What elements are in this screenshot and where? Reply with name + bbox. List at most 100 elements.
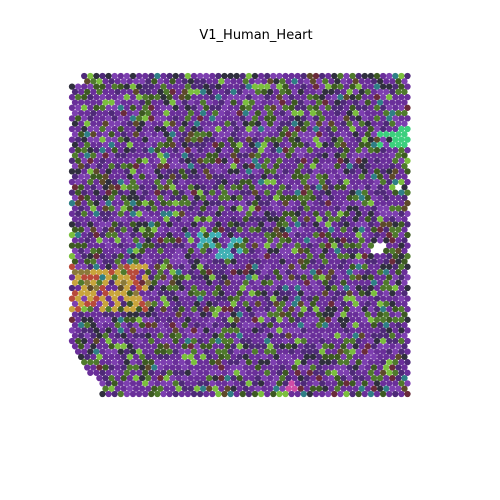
tissue-spot [242,279,249,286]
tissue-spot [309,258,317,265]
tissue-spot [398,210,405,217]
tissue-spot [154,221,161,228]
tissue-spot [401,78,408,85]
tissue-spot [93,200,100,207]
tissue-spot [108,343,115,350]
tissue-spot [361,178,368,186]
tissue-spot [218,247,225,255]
tissue-spot [392,231,399,239]
tissue-spot [306,72,314,80]
tissue-spot [383,311,390,318]
tissue-spot [99,327,106,334]
tissue-spot [154,253,161,260]
tissue-spot [239,178,246,186]
tissue-spot [355,284,362,292]
tissue-spot [99,115,106,122]
tissue-spot [227,369,234,376]
tissue-spot [199,279,207,286]
tissue-spot [276,189,283,196]
tissue-spot [279,205,286,212]
tissue-spot [346,173,353,180]
tissue-spot [322,162,329,170]
tissue-spot [184,125,192,133]
tissue-spot [288,221,295,228]
tissue-spot [328,343,335,350]
tissue-spot [312,284,320,292]
tissue-spot [102,141,109,149]
tissue-spot [254,290,262,297]
tissue-spot [364,279,372,286]
tissue-spot [236,364,243,371]
tissue-spot [315,173,323,180]
tissue-spot [395,88,402,96]
tissue-spot [260,173,268,180]
tissue-spot [206,120,213,127]
tissue-spot [379,136,387,143]
tissue-spot [242,88,249,96]
tissue-spot [309,279,317,286]
tissue-spot [404,157,411,164]
tissue-spot [193,88,201,96]
tissue-spot [126,205,134,212]
tissue-spot [318,94,326,101]
tissue-spot [254,237,262,244]
tissue-spot [331,104,338,111]
tissue-spot [178,337,185,345]
tissue-spot [297,78,304,85]
tissue-spot [212,300,219,308]
tissue-spot [236,300,243,308]
tissue-spot [346,99,353,106]
tissue-spot [129,200,137,207]
tissue-spot [190,316,198,323]
tissue-spot [96,300,103,308]
tissue-spot [230,300,237,308]
tissue-spot [367,104,375,111]
tissue-spot [291,332,298,339]
tissue-spot [132,268,140,276]
tissue-spot [379,104,387,111]
tissue-spot [218,173,225,180]
tissue-spot [184,94,192,101]
tissue-spot [346,184,353,191]
tissue-spot [230,78,237,85]
tissue-spot [145,194,152,202]
tissue-spot [102,173,109,180]
tissue-spot [291,173,298,180]
tissue-spot [151,162,158,170]
tissue-spot [264,274,271,281]
tissue-spot [352,311,359,318]
tissue-spot [196,147,204,154]
tissue-spot [138,184,146,191]
tissue-spot [111,221,118,228]
tissue-spot [389,332,396,339]
tissue-spot [346,279,353,286]
tissue-spot [206,226,213,233]
tissue-spot [254,279,262,286]
tissue-spot [248,88,256,96]
tissue-spot [99,157,106,164]
tissue-spot [334,162,341,170]
tissue-spot [90,184,97,191]
tissue-spot [193,343,201,350]
tissue-spot [218,184,225,191]
tissue-spot [288,147,295,154]
tissue-spot [157,88,164,96]
tissue-spot [114,311,121,318]
tissue-spot [221,210,228,217]
tissue-spot [196,327,204,334]
tissue-spot [105,136,112,143]
tissue-spot [193,258,201,265]
tissue-spot [264,200,271,207]
tissue-spot [81,83,88,90]
tissue-spot [367,369,375,376]
tissue-spot [221,295,228,302]
tissue-spot [260,131,268,138]
tissue-spot [199,385,207,392]
tissue-spot [233,380,240,387]
tissue-spot [370,120,378,127]
tissue-spot [227,136,234,143]
tissue-spot [172,72,179,80]
tissue-spot [376,321,384,329]
tissue-spot [157,152,164,159]
tissue-spot [248,152,256,159]
